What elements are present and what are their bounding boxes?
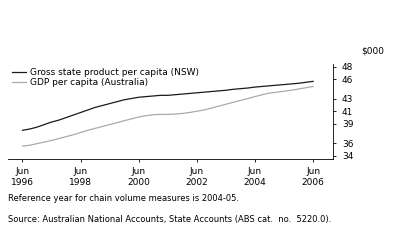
GDP per capita (Australia) xyxy=(144,114,148,117)
GDP per capita (Australia) xyxy=(260,93,265,96)
Gross state product per capita (NSW) xyxy=(209,90,214,93)
GDP per capita (Australia) xyxy=(27,144,32,147)
Gross state product per capita (NSW) xyxy=(64,116,68,119)
GDP per capita (Australia) xyxy=(202,109,206,111)
Gross state product per capita (NSW) xyxy=(93,106,98,109)
Gross state product per capita (NSW) xyxy=(252,86,257,89)
GDP per capita (Australia) xyxy=(42,141,47,143)
Gross state product per capita (NSW) xyxy=(20,129,25,132)
GDP per capita (Australia) xyxy=(71,133,76,136)
Gross state product per capita (NSW) xyxy=(27,128,32,130)
GDP per capita (Australia) xyxy=(129,118,134,120)
Gross state product per capita (NSW) xyxy=(195,91,199,94)
GDP per capita (Australia) xyxy=(93,127,98,130)
Gross state product per capita (NSW) xyxy=(85,109,90,111)
GDP per capita (Australia) xyxy=(136,116,141,118)
Legend: Gross state product per capita (NSW), GDP per capita (Australia): Gross state product per capita (NSW), GD… xyxy=(12,68,198,87)
Gross state product per capita (NSW) xyxy=(129,97,134,100)
GDP per capita (Australia) xyxy=(296,88,301,90)
Text: $000: $000 xyxy=(361,46,384,55)
Gross state product per capita (NSW) xyxy=(202,91,206,94)
Gross state product per capita (NSW) xyxy=(245,87,250,89)
Gross state product per capita (NSW) xyxy=(144,95,148,98)
GDP per capita (Australia) xyxy=(238,99,243,102)
Gross state product per capita (NSW) xyxy=(303,81,308,84)
Gross state product per capita (NSW) xyxy=(216,89,221,92)
GDP per capita (Australia) xyxy=(209,107,214,109)
Gross state product per capita (NSW) xyxy=(289,83,294,85)
Gross state product per capita (NSW) xyxy=(187,92,192,95)
GDP per capita (Australia) xyxy=(64,135,68,138)
GDP per capita (Australia) xyxy=(289,89,294,92)
Gross state product per capita (NSW) xyxy=(311,80,316,83)
Gross state product per capita (NSW) xyxy=(224,89,228,92)
GDP per capita (Australia) xyxy=(245,97,250,100)
GDP per capita (Australia) xyxy=(100,125,105,128)
Line: GDP per capita (Australia): GDP per capita (Australia) xyxy=(23,86,313,146)
Gross state product per capita (NSW) xyxy=(56,119,61,121)
GDP per capita (Australia) xyxy=(282,90,287,93)
Gross state product per capita (NSW) xyxy=(122,99,127,101)
Gross state product per capita (NSW) xyxy=(158,94,163,97)
Line: Gross state product per capita (NSW): Gross state product per capita (NSW) xyxy=(23,81,313,130)
Gross state product per capita (NSW) xyxy=(282,83,287,86)
GDP per capita (Australia) xyxy=(311,85,316,88)
Gross state product per capita (NSW) xyxy=(173,93,177,96)
Gross state product per capita (NSW) xyxy=(107,102,112,105)
GDP per capita (Australia) xyxy=(187,111,192,114)
Gross state product per capita (NSW) xyxy=(274,84,279,86)
GDP per capita (Australia) xyxy=(20,145,25,148)
GDP per capita (Australia) xyxy=(231,101,235,104)
Text: Reference year for chain volume measures is 2004-05.: Reference year for chain volume measures… xyxy=(8,194,239,203)
GDP per capita (Australia) xyxy=(151,113,156,116)
GDP per capita (Australia) xyxy=(252,95,257,98)
GDP per capita (Australia) xyxy=(195,110,199,113)
GDP per capita (Australia) xyxy=(173,113,177,116)
Gross state product per capita (NSW) xyxy=(238,87,243,90)
Gross state product per capita (NSW) xyxy=(180,93,185,95)
Gross state product per capita (NSW) xyxy=(78,111,83,114)
Gross state product per capita (NSW) xyxy=(296,82,301,85)
GDP per capita (Australia) xyxy=(166,113,170,116)
GDP per capita (Australia) xyxy=(267,92,272,94)
GDP per capita (Australia) xyxy=(158,113,163,116)
GDP per capita (Australia) xyxy=(224,103,228,106)
Gross state product per capita (NSW) xyxy=(166,94,170,97)
Gross state product per capita (NSW) xyxy=(35,126,39,128)
GDP per capita (Australia) xyxy=(107,123,112,126)
Gross state product per capita (NSW) xyxy=(115,100,119,103)
GDP per capita (Australia) xyxy=(122,119,127,122)
GDP per capita (Australia) xyxy=(85,129,90,132)
Gross state product per capita (NSW) xyxy=(231,88,235,91)
Gross state product per capita (NSW) xyxy=(49,121,54,123)
Gross state product per capita (NSW) xyxy=(71,114,76,116)
Text: Source: Australian National Accounts, State Accounts (ABS cat.  no.  5220.0).: Source: Australian National Accounts, St… xyxy=(8,215,331,224)
Gross state product per capita (NSW) xyxy=(42,123,47,126)
GDP per capita (Australia) xyxy=(49,139,54,142)
GDP per capita (Australia) xyxy=(35,142,39,145)
Gross state product per capita (NSW) xyxy=(267,84,272,87)
GDP per capita (Australia) xyxy=(56,137,61,140)
Gross state product per capita (NSW) xyxy=(136,96,141,99)
Gross state product per capita (NSW) xyxy=(260,85,265,88)
GDP per capita (Australia) xyxy=(78,131,83,134)
GDP per capita (Australia) xyxy=(180,112,185,115)
GDP per capita (Australia) xyxy=(303,86,308,89)
Gross state product per capita (NSW) xyxy=(151,95,156,97)
Gross state product per capita (NSW) xyxy=(100,104,105,107)
GDP per capita (Australia) xyxy=(274,91,279,94)
GDP per capita (Australia) xyxy=(216,105,221,108)
GDP per capita (Australia) xyxy=(115,121,119,124)
